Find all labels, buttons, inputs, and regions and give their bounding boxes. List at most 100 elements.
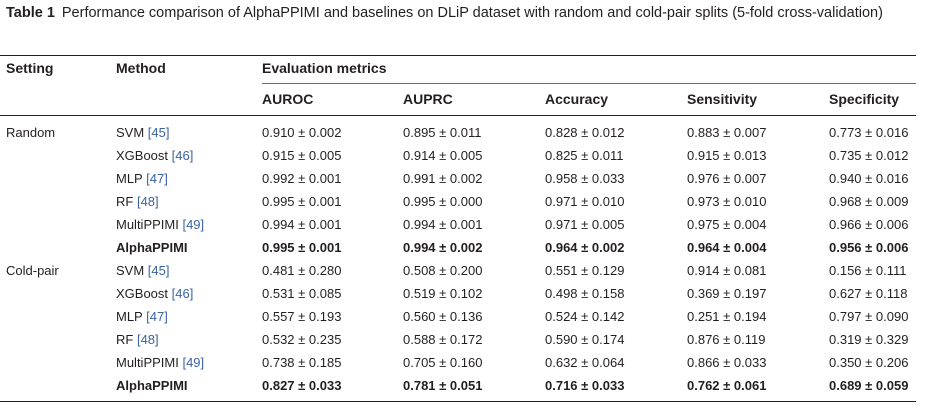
value-auroc: 0.738 ± 0.185 xyxy=(262,355,342,370)
value-sensitivity: 0.973 ± 0.010 xyxy=(687,194,767,209)
citation-link[interactable]: [45] xyxy=(147,263,170,278)
value-specificity: 0.968 ± 0.009 xyxy=(829,194,909,209)
value-specificity: 0.156 ± 0.111 xyxy=(829,263,907,278)
value-auprc: 0.588 ± 0.172 xyxy=(403,332,483,347)
value-specificity: 0.797 ± 0.090 xyxy=(829,309,909,324)
value-sensitivity: 0.876 ± 0.119 xyxy=(687,332,766,347)
method-name: MLP xyxy=(116,171,143,186)
value-auroc: 0.910 ± 0.002 xyxy=(262,125,342,140)
value-specificity: 0.350 ± 0.206 xyxy=(829,355,909,370)
value-specificity: 0.627 ± 0.118 xyxy=(829,286,908,301)
method-cell: AlphaPPIMI xyxy=(116,239,188,257)
value-specificity: 0.956 ± 0.006 xyxy=(829,240,909,255)
metrics-subrule xyxy=(262,83,916,84)
method-name: RF xyxy=(116,332,134,347)
method-cell: MLP [47] xyxy=(116,308,168,326)
caption-label: Table 1 xyxy=(6,5,55,21)
value-sensitivity: 0.915 ± 0.013 xyxy=(687,148,767,163)
bottom-rule xyxy=(0,401,916,402)
citation-link[interactable]: [46] xyxy=(171,286,194,301)
method-cell: RF [48] xyxy=(116,193,159,211)
value-accuracy: 0.498 ± 0.158 xyxy=(545,286,625,301)
value-accuracy: 0.971 ± 0.005 xyxy=(545,217,625,232)
header-setting: Setting xyxy=(6,60,54,76)
method-name: MLP xyxy=(116,309,143,324)
value-accuracy: 0.551 ± 0.129 xyxy=(545,263,625,278)
value-sensitivity: 0.914 ± 0.081 xyxy=(687,263,767,278)
setting-label: Cold-pair xyxy=(6,263,59,278)
value-auprc: 0.991 ± 0.002 xyxy=(403,171,483,186)
table-caption: Table 1 Performance comparison of AlphaPP… xyxy=(6,3,911,23)
method-name: SVM xyxy=(116,125,145,140)
method-cell: SVM [45] xyxy=(116,124,169,142)
value-accuracy: 0.632 ± 0.064 xyxy=(545,355,625,370)
header-rule xyxy=(0,115,916,116)
value-sensitivity: 0.975 ± 0.004 xyxy=(687,217,767,232)
value-specificity: 0.940 ± 0.016 xyxy=(829,171,909,186)
citation-link[interactable]: [48] xyxy=(136,194,159,209)
value-auprc: 0.994 ± 0.001 xyxy=(403,217,483,232)
value-auprc: 0.560 ± 0.136 xyxy=(403,309,483,324)
method-cell: AlphaPPIMI xyxy=(116,377,188,395)
citation-link[interactable]: [47] xyxy=(146,171,168,186)
citation-link[interactable]: [49] xyxy=(182,355,205,370)
value-specificity: 0.689 ± 0.059 xyxy=(829,378,909,393)
method-name: XGBoost xyxy=(116,148,169,163)
method-name: MultiPPIMI xyxy=(116,217,179,232)
value-specificity: 0.966 ± 0.006 xyxy=(829,217,909,232)
citation-link[interactable]: [45] xyxy=(147,125,170,140)
value-sensitivity: 0.976 ± 0.007 xyxy=(687,171,767,186)
caption-text: Performance comparison of AlphaPPIMI and… xyxy=(61,5,883,21)
method-name: RF xyxy=(116,194,134,209)
method-cell: RF [48] xyxy=(116,331,159,349)
value-sensitivity: 0.866 ± 0.033 xyxy=(687,355,767,370)
value-sensitivity: 0.369 ± 0.197 xyxy=(687,286,767,301)
value-accuracy: 0.964 ± 0.002 xyxy=(545,240,625,255)
citation-link[interactable]: [48] xyxy=(136,332,159,347)
value-sensitivity: 0.883 ± 0.007 xyxy=(687,125,767,140)
value-sensitivity: 0.251 ± 0.194 xyxy=(687,309,767,324)
header-auprc: AUPRC xyxy=(403,91,453,107)
method-cell: MultiPPIMI [49] xyxy=(116,216,204,234)
value-accuracy: 0.971 ± 0.010 xyxy=(545,194,625,209)
value-auroc: 0.992 ± 0.001 xyxy=(262,171,342,186)
value-specificity: 0.773 ± 0.016 xyxy=(829,125,909,140)
value-auroc: 0.915 ± 0.005 xyxy=(262,148,342,163)
header-sensitivity: Sensitivity xyxy=(687,91,758,107)
value-sensitivity: 0.762 ± 0.061 xyxy=(687,378,767,393)
method-cell: SVM [45] xyxy=(116,262,169,280)
header-auroc: AUROC xyxy=(262,91,314,107)
method-cell: XGBoost [46] xyxy=(116,285,193,303)
value-auprc: 0.895 ± 0.011 xyxy=(403,125,482,140)
method-name: XGBoost xyxy=(116,286,169,301)
method-name: SVM xyxy=(116,263,145,278)
method-cell: XGBoost [46] xyxy=(116,147,193,165)
value-auprc: 0.519 ± 0.102 xyxy=(403,286,483,301)
top-rule xyxy=(0,55,916,56)
value-auprc: 0.914 ± 0.005 xyxy=(403,148,483,163)
value-auroc: 0.557 ± 0.193 xyxy=(262,309,342,324)
method-name: MultiPPIMI xyxy=(116,355,179,370)
value-auroc: 0.532 ± 0.235 xyxy=(262,332,342,347)
value-auprc: 0.995 ± 0.000 xyxy=(403,194,483,209)
header-method: Method xyxy=(116,60,166,76)
setting-label: Random xyxy=(6,125,56,140)
value-auprc: 0.508 ± 0.200 xyxy=(403,263,483,278)
header-evaluation-metrics: Evaluation metrics xyxy=(262,60,387,76)
value-accuracy: 0.958 ± 0.033 xyxy=(545,171,625,186)
value-accuracy: 0.825 ± 0.011 xyxy=(545,148,624,163)
method-name: AlphaPPIMI xyxy=(116,240,188,255)
value-auprc: 0.781 ± 0.051 xyxy=(403,378,483,393)
citation-link[interactable]: [49] xyxy=(182,217,205,232)
method-cell: MLP [47] xyxy=(116,170,168,188)
value-accuracy: 0.590 ± 0.174 xyxy=(545,332,625,347)
method-cell: MultiPPIMI [49] xyxy=(116,354,204,372)
header-specificity: Specificity xyxy=(829,91,900,107)
citation-link[interactable]: [47] xyxy=(146,309,168,324)
value-auroc: 0.531 ± 0.085 xyxy=(262,286,342,301)
citation-link[interactable]: [46] xyxy=(171,148,194,163)
value-auroc: 0.994 ± 0.001 xyxy=(262,217,342,232)
value-auroc: 0.995 ± 0.001 xyxy=(262,240,342,255)
value-accuracy: 0.716 ± 0.033 xyxy=(545,378,625,393)
header-accuracy: Accuracy xyxy=(545,91,609,107)
